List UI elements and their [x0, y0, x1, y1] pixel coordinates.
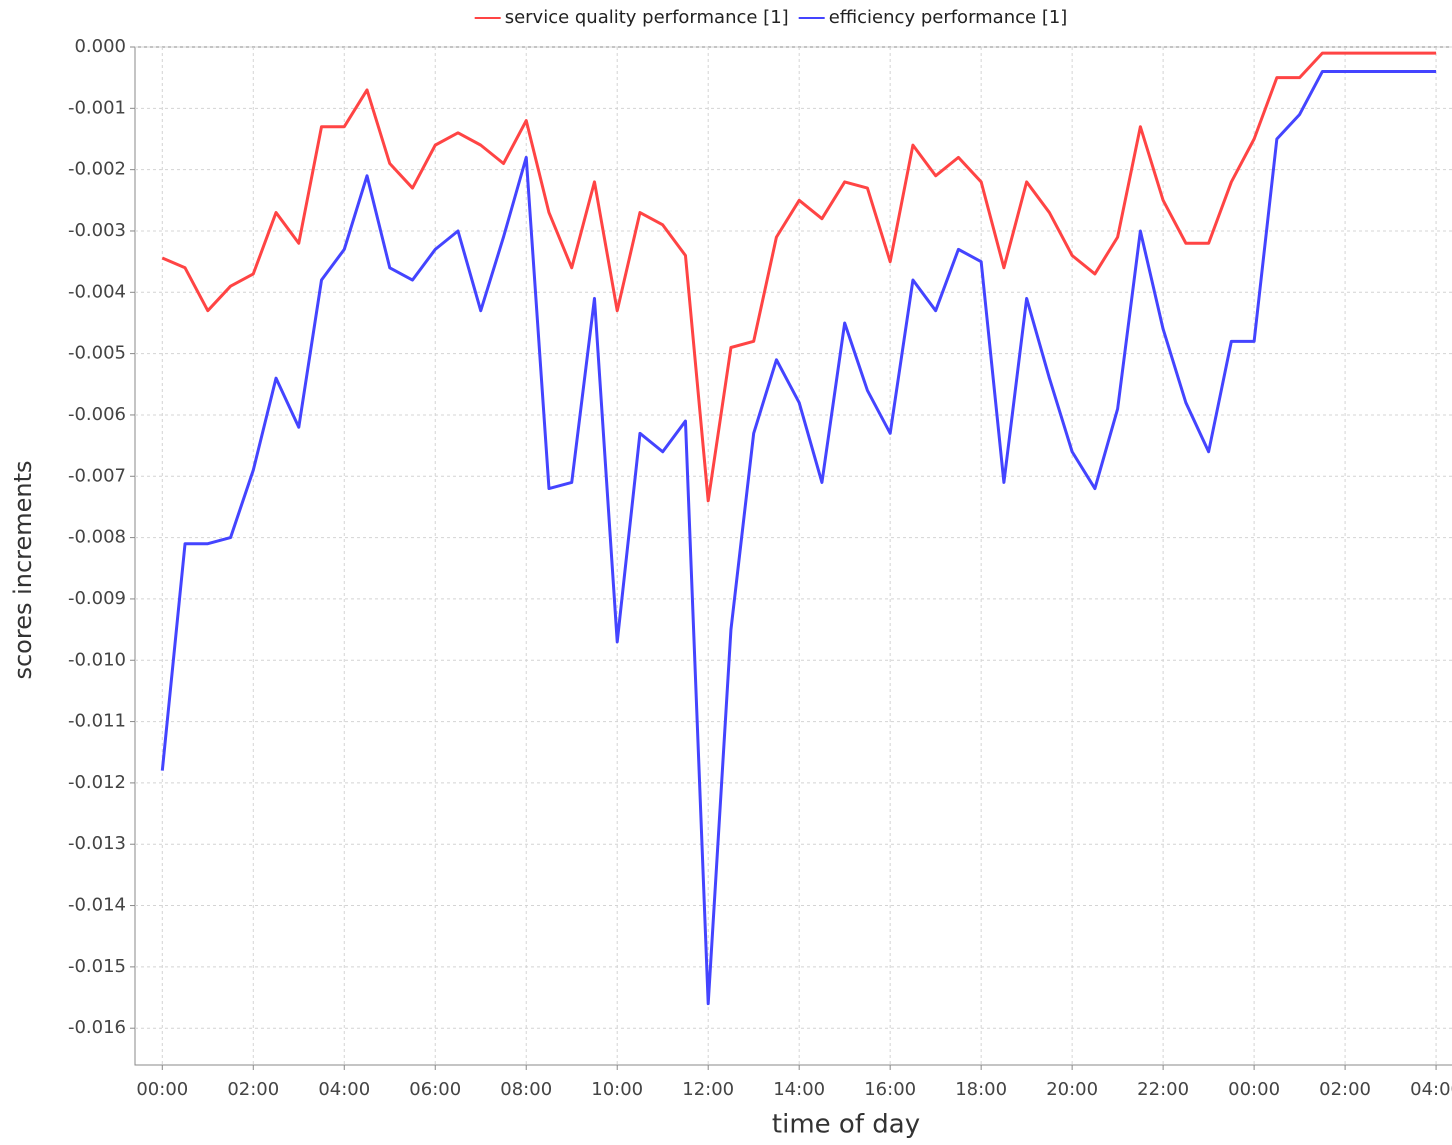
y-tick-label: -0.013 [68, 833, 126, 854]
x-tick-label: 02:00 [1319, 1079, 1371, 1100]
y-tick-label: -0.005 [68, 343, 126, 364]
grid [135, 46, 1452, 1065]
legend-label: service quality performance [1] [505, 7, 789, 28]
y-tick-label: -0.009 [68, 588, 126, 609]
x-tick-label: 16:00 [864, 1079, 916, 1100]
y-tick-label: -0.014 [68, 895, 126, 916]
y-tick-label: -0.003 [68, 220, 126, 241]
legend: service quality performance [1] efficienc… [474, 7, 1068, 28]
axes: 0.000 -0.001 -0.002 -0.003 -0.004 -0.005 -0.00… [68, 36, 1452, 1100]
x-tick-label: 00:00 [1228, 1079, 1280, 1100]
series-line [161, 51, 1437, 503]
y-axis-label: scores increments [9, 460, 37, 679]
y-tick-label: -0.011 [68, 711, 126, 732]
lines [160, 51, 1437, 1006]
x-tick-label: 20:00 [1046, 1079, 1098, 1100]
x-tick-label: 12:00 [682, 1079, 734, 1100]
x-tick-label: 04:00 [318, 1079, 370, 1100]
x-tick-label: 14:00 [773, 1079, 825, 1100]
x-tick-label: 00:00 [136, 1079, 188, 1100]
x-tick-label: 06:00 [409, 1079, 461, 1100]
y-tick-label: -0.002 [68, 159, 126, 180]
x-tick-label: 04:00 [1410, 1079, 1452, 1100]
y-tick-label: -0.001 [68, 97, 126, 118]
y-tick-label: -0.015 [68, 956, 126, 977]
y-tick-label: -0.008 [68, 527, 126, 548]
y-tick-label: -0.004 [68, 281, 126, 302]
y-tick-label: -0.012 [68, 772, 126, 793]
y-tick-label: -0.010 [68, 649, 126, 670]
x-tick-label: 22:00 [1137, 1079, 1189, 1100]
y-tick-label: -0.016 [68, 1017, 126, 1038]
y-tick-label: -0.007 [68, 465, 126, 486]
series-line [160, 70, 1437, 1006]
y-tick-label: 0.000 [74, 36, 126, 57]
legend-label: efficiency performance [1] [829, 7, 1068, 28]
x-tick-label: 10:00 [591, 1079, 643, 1100]
x-axis-label: time of day [772, 1110, 920, 1140]
x-tick-label: 08:00 [500, 1079, 552, 1100]
x-tick-label: 18:00 [955, 1079, 1007, 1100]
x-tick-label: 02:00 [227, 1079, 279, 1100]
y-tick-label: -0.006 [68, 404, 126, 425]
